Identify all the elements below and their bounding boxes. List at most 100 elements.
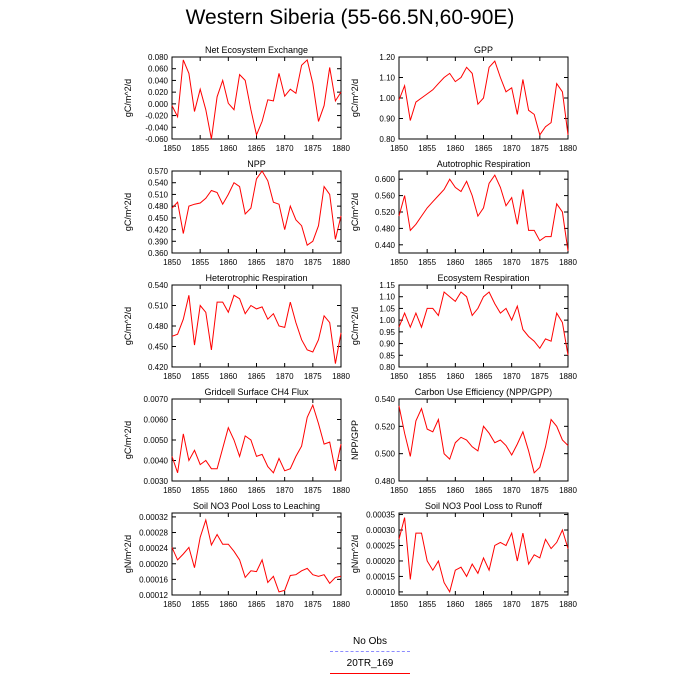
panel-3: NPP gC/m^2/d 1850 1855 1860 1865 1870 1875 1880 0… bbox=[123, 159, 350, 267]
panel-4: Autotrophic Respiration gC/m^2/d 1850 1855 1… bbox=[350, 159, 577, 267]
x-tick-label: 1860 bbox=[219, 486, 237, 495]
y-tick-label: 0.450 bbox=[148, 343, 169, 352]
x-tick-label: 1870 bbox=[276, 258, 294, 267]
y-tick-label: 0.060 bbox=[148, 65, 169, 74]
x-tick-label: 1880 bbox=[559, 372, 577, 381]
y-axis-label: gN/m^2/d bbox=[350, 535, 360, 573]
y-tick-label: 0.00012 bbox=[139, 591, 168, 600]
y-tick-label: -0.060 bbox=[145, 135, 168, 144]
y-tick-label: 0.540 bbox=[148, 179, 169, 188]
y-tick-label: 0.00030 bbox=[366, 526, 395, 535]
panel-7: Gridcell Surface CH4 Flux gC/m^2/d 1850 185… bbox=[123, 387, 350, 495]
y-axis-label: gC/m^2/d bbox=[350, 79, 360, 117]
y-tick-label: 0.00016 bbox=[139, 575, 168, 584]
x-tick-label: 1850 bbox=[163, 372, 181, 381]
series-line-20tr-169 bbox=[398, 517, 569, 594]
x-tick-label: 1875 bbox=[531, 600, 549, 609]
y-axis-label: gC/m^2/d bbox=[123, 307, 133, 345]
x-tick-label: 1855 bbox=[191, 258, 209, 267]
y-tick-label: 0.00035 bbox=[366, 511, 395, 520]
x-tick-label: 1870 bbox=[503, 372, 521, 381]
y-tick-label: 0.00020 bbox=[139, 560, 168, 569]
x-tick-label: 1870 bbox=[276, 486, 294, 495]
y-axis-label: gC/m^2/d bbox=[123, 79, 133, 117]
x-tick-label: 1860 bbox=[446, 486, 464, 495]
legend-obs-line-wrap bbox=[300, 650, 440, 654]
x-tick-label: 1850 bbox=[390, 372, 408, 381]
panel-frame bbox=[398, 398, 569, 482]
x-tick-label: 1850 bbox=[163, 144, 181, 153]
y-tick-label: 0.020 bbox=[148, 88, 169, 97]
x-tick-label: 1860 bbox=[219, 258, 237, 267]
panel-title: GPP bbox=[474, 45, 493, 55]
x-tick-label: 1870 bbox=[503, 600, 521, 609]
y-tick-label: 1.00 bbox=[379, 316, 395, 325]
x-tick-label: 1880 bbox=[559, 486, 577, 495]
series-line-20tr-169 bbox=[171, 170, 342, 247]
y-tick-label: 0.0060 bbox=[144, 416, 169, 425]
y-tick-label: 0.00020 bbox=[366, 557, 395, 566]
y-axis-label: gC/m^2/d bbox=[350, 307, 360, 345]
x-tick-label: 1865 bbox=[248, 372, 266, 381]
x-tick-label: 1870 bbox=[276, 372, 294, 381]
panel-title: Ecosystem Respiration bbox=[437, 273, 529, 283]
panel-8: Carbon Use Efficiency (NPP/GPP) NPP/GPP 18… bbox=[350, 387, 577, 495]
x-tick-label: 1875 bbox=[304, 144, 322, 153]
x-tick-label: 1860 bbox=[219, 372, 237, 381]
x-tick-label: 1870 bbox=[503, 258, 521, 267]
y-tick-label: 1.05 bbox=[379, 304, 395, 313]
y-tick-label: 0.90 bbox=[379, 340, 395, 349]
y-tick-label: 0.570 bbox=[148, 167, 169, 176]
x-tick-label: 1865 bbox=[475, 258, 493, 267]
y-tick-label: 0.560 bbox=[375, 192, 396, 201]
x-tick-label: 1880 bbox=[559, 144, 577, 153]
y-tick-label: 0.390 bbox=[148, 237, 169, 246]
x-tick-label: 1855 bbox=[191, 600, 209, 609]
x-tick-label: 1875 bbox=[531, 258, 549, 267]
panel-title: Heterotrophic Respiration bbox=[205, 273, 307, 283]
x-tick-label: 1850 bbox=[163, 600, 181, 609]
x-tick-label: 1865 bbox=[248, 486, 266, 495]
x-tick-label: 1855 bbox=[191, 144, 209, 153]
legend-model-line bbox=[330, 673, 410, 674]
panel-title: Gridcell Surface CH4 Flux bbox=[204, 387, 309, 397]
y-tick-label: 0.0070 bbox=[144, 395, 169, 404]
legend-obs-label: No Obs bbox=[353, 636, 387, 647]
x-tick-label: 1865 bbox=[248, 144, 266, 153]
panel-frame bbox=[398, 512, 569, 596]
x-tick-label: 1875 bbox=[304, 372, 322, 381]
panel-title: Net Ecosystem Exchange bbox=[205, 45, 308, 55]
y-tick-label: 0.540 bbox=[375, 395, 396, 404]
y-tick-label: 0.540 bbox=[148, 281, 169, 290]
y-tick-label: 0.510 bbox=[148, 190, 169, 199]
legend-obs: No Obs bbox=[300, 636, 440, 647]
x-tick-label: 1860 bbox=[219, 600, 237, 609]
series-line-20tr-169 bbox=[398, 174, 569, 251]
panel-frame bbox=[171, 170, 342, 254]
x-tick-label: 1880 bbox=[559, 258, 577, 267]
series-line-20tr-169 bbox=[398, 291, 569, 356]
y-axis-label: gC/m^2/d bbox=[123, 421, 133, 459]
y-axis-label: gN/m^2/d bbox=[123, 535, 133, 573]
y-tick-label: 0.00015 bbox=[366, 572, 395, 581]
x-tick-label: 1875 bbox=[304, 600, 322, 609]
x-tick-label: 1880 bbox=[332, 258, 350, 267]
x-tick-label: 1855 bbox=[418, 486, 436, 495]
x-tick-label: 1880 bbox=[332, 144, 350, 153]
series-line-20tr-169 bbox=[171, 58, 342, 140]
panel-title: Soil NO3 Pool Loss to Leaching bbox=[193, 501, 320, 511]
x-tick-label: 1850 bbox=[390, 486, 408, 495]
y-tick-label: 0.80 bbox=[379, 363, 395, 372]
y-tick-label: 1.10 bbox=[379, 74, 395, 83]
series-line-20tr-169 bbox=[171, 294, 342, 364]
x-tick-label: 1875 bbox=[531, 372, 549, 381]
y-tick-label: 0.420 bbox=[148, 363, 169, 372]
panel-frame bbox=[171, 398, 342, 482]
x-tick-label: 1875 bbox=[304, 258, 322, 267]
y-tick-label: 0.0040 bbox=[144, 457, 169, 466]
y-tick-label: 0.520 bbox=[375, 208, 396, 217]
y-tick-label: 0.95 bbox=[379, 328, 395, 337]
y-tick-label: 0.80 bbox=[379, 135, 395, 144]
x-tick-label: 1850 bbox=[390, 258, 408, 267]
x-tick-label: 1860 bbox=[219, 144, 237, 153]
